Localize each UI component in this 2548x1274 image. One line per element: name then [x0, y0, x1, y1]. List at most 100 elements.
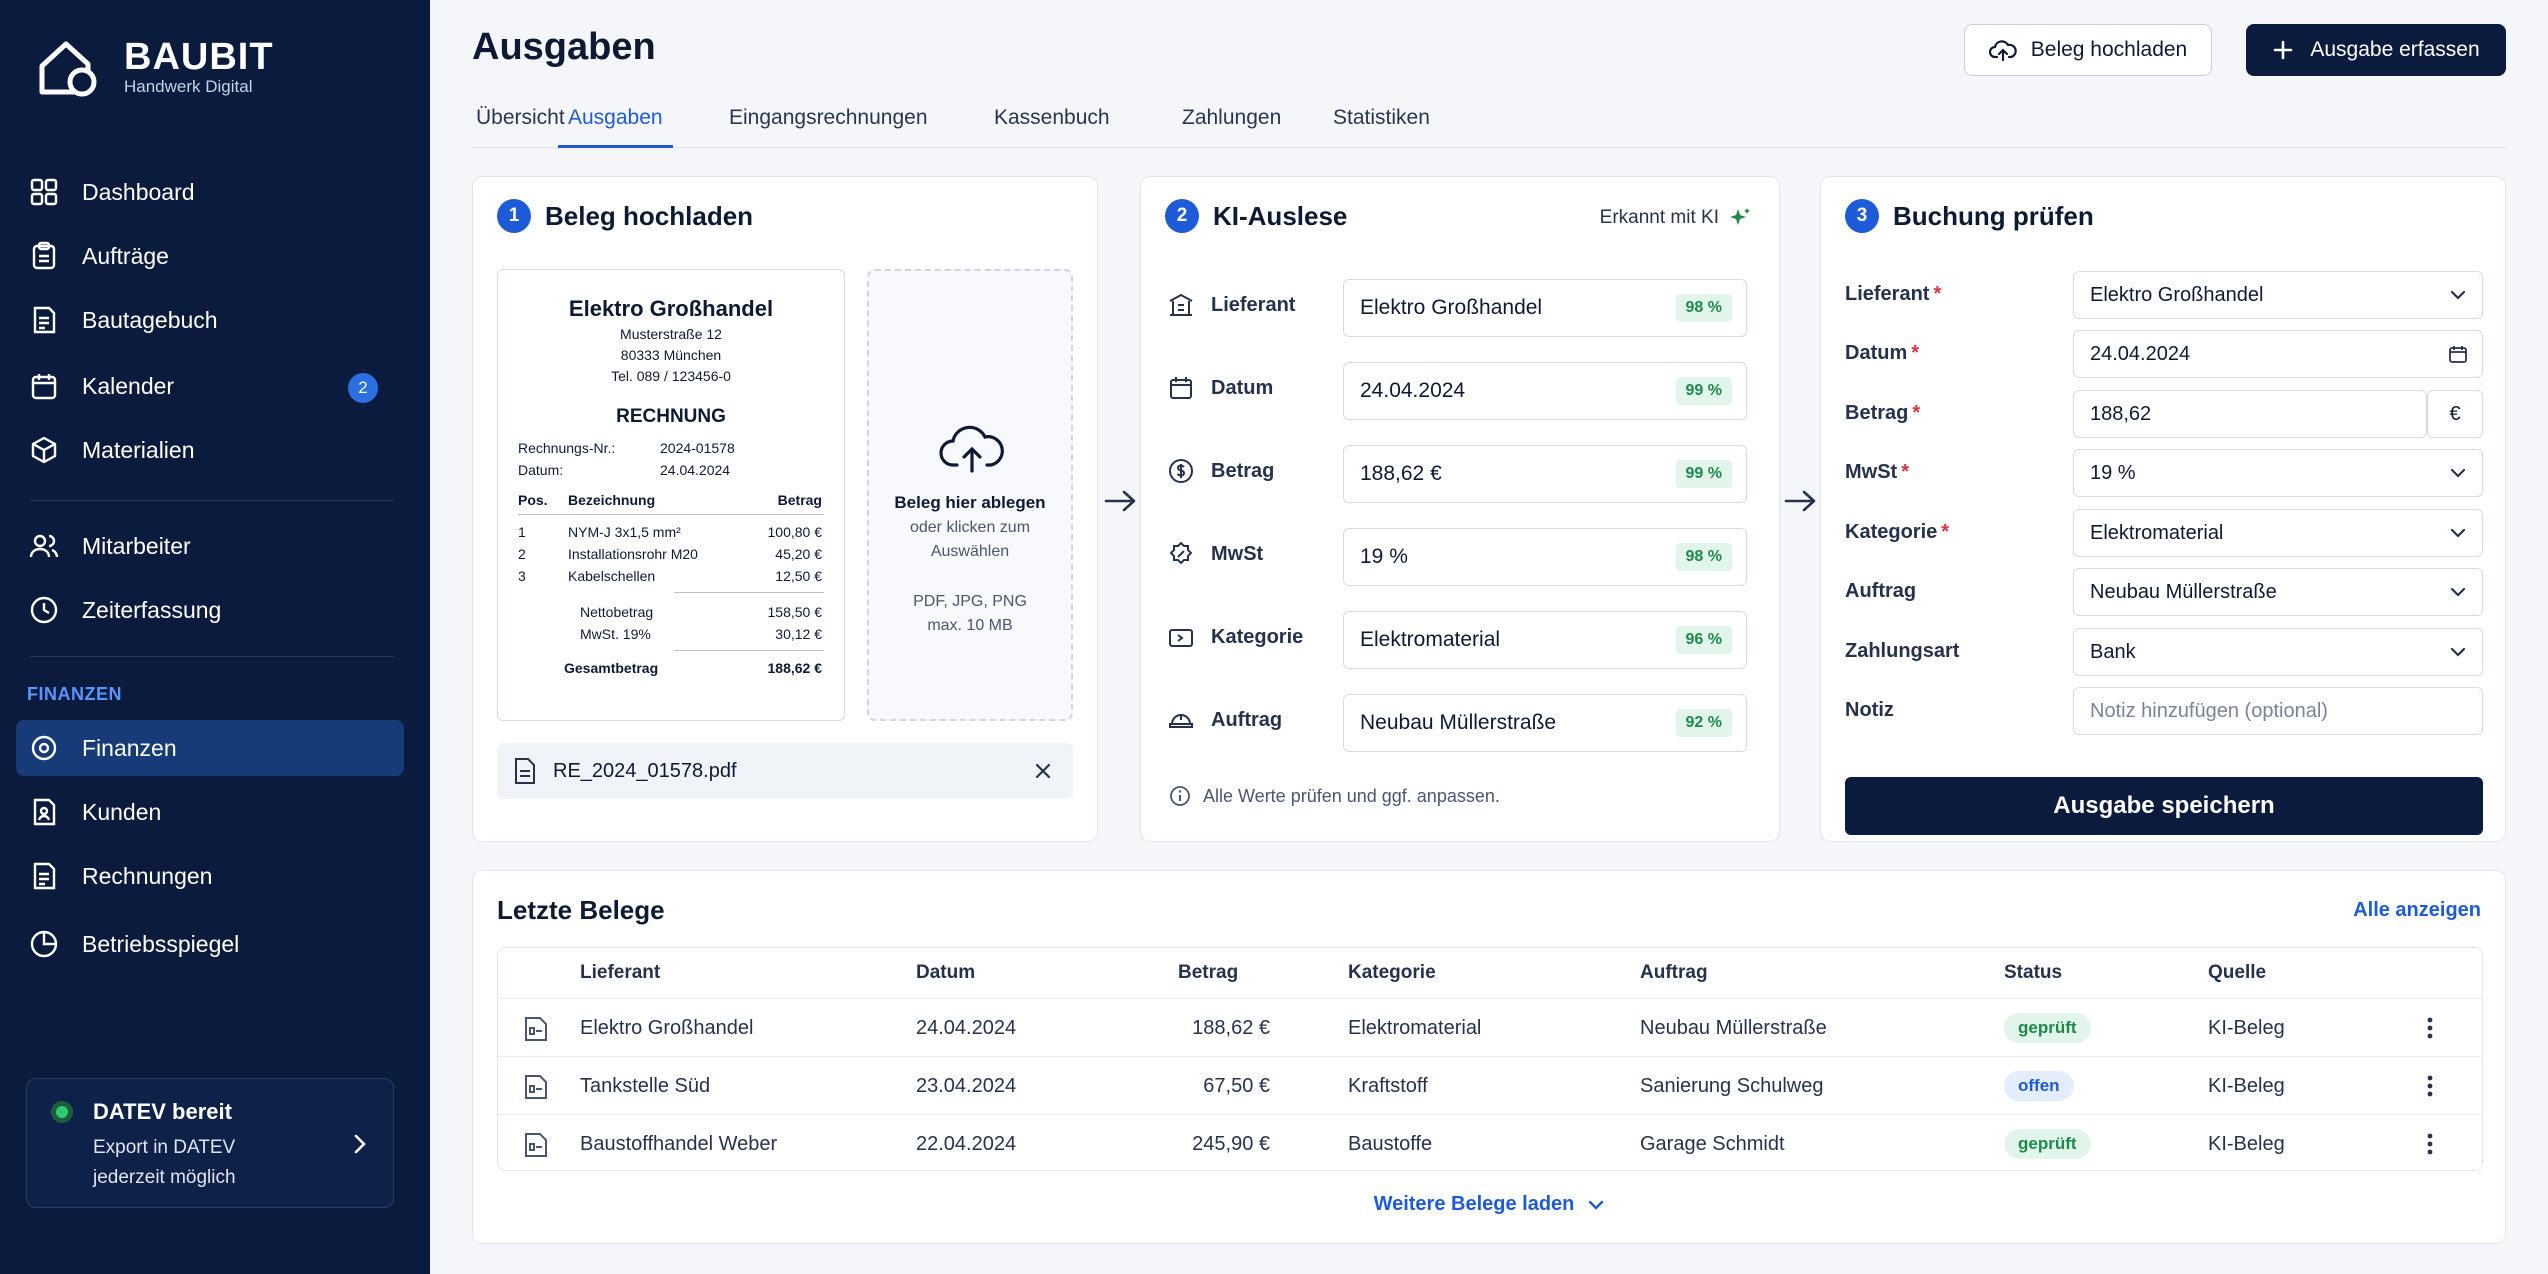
- receipt-nr-value: 2024-01578: [660, 440, 735, 456]
- ai-field-value-text: Elektromaterial: [1360, 628, 1501, 651]
- datev-line1: Export in DATEV: [93, 1137, 236, 1158]
- column-header[interactable]: Quelle: [2208, 962, 2267, 983]
- show-all-link[interactable]: Alle anzeigen: [2353, 899, 2481, 921]
- step-header: 2 KI-Auslese: [1165, 199, 1347, 233]
- step-number: 2: [1165, 199, 1199, 233]
- field-label: Auftrag: [1845, 580, 1917, 602]
- ai-field-value[interactable]: Elektro Großhandel 98 %: [1343, 279, 1747, 337]
- receipt-col-desc: Bezeichnung: [568, 492, 656, 508]
- load-more-label: Weitere Belege laden: [1373, 1193, 1575, 1215]
- column-header[interactable]: Betrag: [1178, 962, 1239, 983]
- column-header[interactable]: Datum: [916, 962, 976, 983]
- column-header[interactable]: Kategorie: [1348, 962, 1436, 983]
- dropzone-title: Beleg hier ablegen: [894, 493, 1046, 512]
- tab-uebersicht[interactable]: Übersicht: [476, 106, 565, 129]
- upload-receipt-label: Beleg hochladen: [2030, 38, 2188, 61]
- more-vertical-icon[interactable]: [2424, 1016, 2436, 1040]
- confidence-badge: 99 %: [1675, 460, 1732, 488]
- step-title: KI-Auslese: [1213, 200, 1348, 231]
- ai-field-value[interactable]: 19 % 98 %: [1343, 528, 1747, 586]
- tab-statistiken[interactable]: Statistiken: [1333, 106, 1430, 129]
- ai-field-value[interactable]: 188,62 € 99 %: [1343, 445, 1747, 503]
- required-marker: *: [1941, 521, 1950, 543]
- confidence-badge: 98 %: [1675, 294, 1732, 322]
- ai-field-datum: Datum 24.04.2024 99 %: [1167, 362, 1747, 420]
- table-row[interactable]: Tankstelle Süd 23.04.2024 67,50 € Krafts…: [498, 1056, 2482, 1114]
- booking-field-auftrag: Auftrag Neubau Müllerstraße: [1845, 568, 2483, 616]
- tab-eingangsrechnungen[interactable]: Eingangsrechnungen: [729, 106, 928, 129]
- upload-receipt-button[interactable]: Beleg hochladen: [1964, 24, 2212, 76]
- ai-field-value[interactable]: Neubau Müllerstraße 92 %: [1343, 694, 1747, 752]
- sidebar-item-bautagebuch[interactable]: Bautagebuch: [16, 292, 404, 348]
- vat-select[interactable]: 19 %: [2073, 449, 2483, 497]
- select-value: Neubau Müllerstraße: [2090, 581, 2277, 603]
- datev-export-card[interactable]: DATEV bereit Export in DATEV jederzeit m…: [26, 1078, 394, 1208]
- column-header[interactable]: Lieferant: [580, 962, 661, 983]
- select-value: 19 %: [2090, 462, 2136, 484]
- calendar-icon: [1170, 377, 1192, 399]
- step-title: Beleg hochladen: [545, 200, 754, 231]
- calendar-icon[interactable]: [2448, 344, 2468, 364]
- confidence-badge: 99 %: [1675, 377, 1732, 405]
- column-header[interactable]: Status: [2004, 962, 2063, 983]
- date-input[interactable]: 24.04.2024: [2073, 330, 2483, 378]
- sidebar-item-kunden[interactable]: Kunden: [16, 784, 404, 840]
- receipt-line-desc: Installationsrohr M20: [568, 546, 698, 562]
- amount-value: 188,62: [2090, 403, 2152, 425]
- category-select[interactable]: Elektromaterial: [2073, 509, 2483, 557]
- sparkle-icon: [1730, 208, 1750, 225]
- step-number: 3: [1845, 199, 1879, 233]
- required-marker: *: [1933, 283, 1942, 305]
- sidebar-item-zeiterfassung[interactable]: Zeiterfassung: [16, 582, 404, 638]
- sidebar-divider: [30, 656, 394, 657]
- ai-field-betrag: Betrag 188,62 € 99 %: [1167, 445, 1747, 503]
- tab-kassenbuch[interactable]: Kassenbuch: [994, 106, 1110, 129]
- sidebar-item-materialien[interactable]: Materialien: [16, 422, 404, 478]
- sidebar-item-kalender[interactable]: Kalender 2: [16, 358, 404, 414]
- receipt-city: 80333 München: [620, 347, 722, 363]
- sidebar-item-dashboard[interactable]: Dashboard: [16, 164, 404, 220]
- load-more-button[interactable]: Weitere Belege laden: [473, 1193, 2507, 1216]
- sidebar-item-mitarbeiter[interactable]: Mitarbeiter: [16, 518, 404, 574]
- note-input[interactable]: Notiz hinzufügen (optional): [2073, 687, 2483, 735]
- receipt-preview[interactable]: Elektro Großhandel Musterstraße 12 80333…: [497, 269, 845, 721]
- cell-supplier: Tankstelle Süd: [580, 1075, 711, 1097]
- more-vertical-icon[interactable]: [2424, 1074, 2436, 1098]
- receipt-street: Musterstraße 12: [620, 326, 722, 342]
- ai-field-value[interactable]: Elektromaterial 96 %: [1343, 611, 1747, 669]
- supplier-select[interactable]: Elektro Großhandel: [2073, 271, 2483, 319]
- receipt-dropzone[interactable]: Beleg hier ablegen oder klicken zum Ausw…: [867, 269, 1073, 721]
- receipt-line-pos: 2: [518, 546, 526, 562]
- table-row[interactable]: Elektro Großhandel 24.04.2024 188,62 € E…: [498, 998, 2482, 1056]
- table-row[interactable]: Baustoffhandel Weber 22.04.2024 245,90 €…: [498, 1114, 2482, 1172]
- sidebar-item-rechnungen[interactable]: Rechnungen: [16, 848, 404, 904]
- amount-input[interactable]: 188,62: [2073, 390, 2427, 438]
- cell-date: 24.04.2024: [916, 1017, 1017, 1039]
- cell-source: KI-Beleg: [2208, 1075, 2285, 1097]
- cell-amount: 245,90 €: [1192, 1133, 1270, 1155]
- new-expense-button[interactable]: Ausgabe erfassen: [2246, 24, 2506, 76]
- tab-ausgaben[interactable]: Ausgaben: [558, 106, 673, 148]
- tab-zahlungen[interactable]: Zahlungen: [1182, 106, 1282, 129]
- ai-recognized-text: Erkannt mit KI: [1599, 207, 1719, 228]
- close-icon[interactable]: [1033, 761, 1053, 781]
- datev-status-indicator: [51, 1101, 73, 1123]
- receipt-line-amount: 100,80 €: [767, 524, 823, 540]
- cell-order: Sanierung Schulweg: [1640, 1075, 1824, 1097]
- chevron-down-icon: [2450, 290, 2466, 300]
- dropzone-max-size: max. 10 MB: [927, 617, 1013, 634]
- sidebar-item-auftraege[interactable]: Aufträge: [16, 228, 404, 284]
- recent-receipts-card: Letzte Belege Alle anzeigen Lieferant Da…: [472, 870, 2506, 1244]
- sidebar-item-betriebsspiegel[interactable]: Betriebsspiegel: [16, 916, 404, 972]
- sidebar: BAUBIT Handwerk Digital Dashboard Aufträ…: [0, 0, 430, 1274]
- payment-method-select[interactable]: Bank: [2073, 628, 2483, 676]
- ai-field-label: Lieferant: [1211, 293, 1296, 316]
- column-header[interactable]: Auftrag: [1640, 962, 1708, 983]
- order-select[interactable]: Neubau Müllerstraße: [2073, 568, 2483, 616]
- ai-field-label: Datum: [1211, 376, 1274, 399]
- sidebar-item-finanzen[interactable]: Finanzen: [16, 720, 404, 776]
- brand-logo[interactable]: BAUBIT Handwerk Digital: [36, 36, 274, 98]
- save-expense-button[interactable]: Ausgabe speichern: [1845, 777, 2483, 835]
- more-vertical-icon[interactable]: [2424, 1132, 2436, 1156]
- ai-field-value[interactable]: 24.04.2024 99 %: [1343, 362, 1747, 420]
